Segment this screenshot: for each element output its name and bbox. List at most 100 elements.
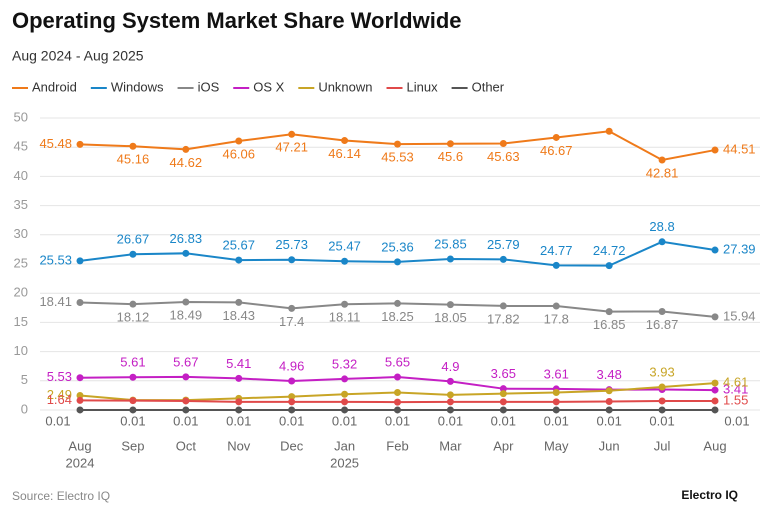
x-tick-label: May <box>544 438 569 453</box>
data-point <box>711 386 719 394</box>
data-point <box>235 398 243 406</box>
data-point <box>341 137 349 145</box>
data-label: 3.41 <box>723 382 748 397</box>
legend-label: Linux <box>407 79 439 94</box>
data-point <box>446 406 454 414</box>
data-point <box>235 137 243 145</box>
data-label: 25.36 <box>381 239 414 254</box>
data-point <box>446 255 454 263</box>
source: Source: Electro IQ <box>12 489 110 503</box>
data-label: 26.83 <box>170 231 203 246</box>
data-point <box>129 142 137 150</box>
x-tick-label: Aug <box>68 438 91 453</box>
data-label: 0.01 <box>279 413 304 428</box>
x-tick-label: Apr <box>493 438 514 453</box>
y-tick-label: 15 <box>14 314 28 329</box>
data-point <box>658 383 666 391</box>
data-label: 26.67 <box>117 232 150 247</box>
chart-title: Operating System Market Share Worldwide <box>12 8 462 33</box>
data-label: 27.39 <box>723 241 756 256</box>
data-point <box>129 250 137 258</box>
data-point <box>605 308 613 316</box>
data-point <box>341 300 349 308</box>
data-label: 45.63 <box>487 149 520 164</box>
data-point <box>341 257 349 265</box>
data-point <box>499 398 507 406</box>
data-label: 5.53 <box>47 369 72 384</box>
data-label: 47.21 <box>275 140 308 155</box>
legend-label: Unknown <box>318 79 372 94</box>
data-point <box>499 255 507 263</box>
data-point <box>129 373 137 381</box>
data-point <box>288 406 296 414</box>
data-point <box>446 391 454 399</box>
y-tick-label: 30 <box>14 226 28 241</box>
data-label: 25.85 <box>434 236 467 251</box>
data-point <box>658 397 666 405</box>
data-label: 3.61 <box>544 366 569 381</box>
data-point <box>288 130 296 138</box>
data-point <box>446 140 454 148</box>
data-point <box>394 373 401 381</box>
data-point <box>76 257 84 265</box>
data-label: 42.81 <box>646 165 679 180</box>
data-label: 0.01 <box>544 413 569 428</box>
data-label: 5.61 <box>120 355 145 370</box>
data-label: 0.01 <box>597 413 622 428</box>
data-point <box>129 397 137 405</box>
data-point <box>658 238 666 246</box>
x-year-label: 2024 <box>66 455 95 470</box>
data-point <box>394 140 401 148</box>
data-label: 18.41 <box>39 294 72 309</box>
data-point <box>605 406 613 414</box>
data-point <box>341 398 349 406</box>
data-label: 5.65 <box>385 354 410 369</box>
data-label: 5.32 <box>332 356 357 371</box>
data-point <box>235 406 243 414</box>
legend-label: OS X <box>253 79 284 94</box>
data-point <box>711 246 719 254</box>
data-label: 4.9 <box>441 359 459 374</box>
data-point <box>182 373 190 381</box>
data-point <box>76 406 84 414</box>
data-point <box>552 388 560 396</box>
data-point <box>235 374 243 382</box>
data-point <box>288 377 296 385</box>
y-tick-label: 25 <box>14 255 28 270</box>
data-label: 16.85 <box>593 317 626 332</box>
data-point <box>711 406 719 414</box>
data-label: 1.64 <box>47 392 72 407</box>
data-point <box>182 298 190 306</box>
data-point <box>499 406 507 414</box>
legend-label: iOS <box>198 79 220 94</box>
data-point <box>605 127 613 135</box>
data-label: 18.12 <box>117 310 150 325</box>
data-point <box>182 145 190 153</box>
data-point <box>288 304 296 312</box>
data-label: 4.61 <box>723 375 748 390</box>
legend-label: Windows <box>111 79 164 94</box>
data-point <box>605 398 613 406</box>
data-point <box>341 375 349 383</box>
x-tick-label: Jul <box>654 438 671 453</box>
x-tick-label: Oct <box>176 438 197 453</box>
data-label: 18.11 <box>329 310 361 325</box>
data-label: 17.4 <box>279 314 304 329</box>
data-label: 0.01 <box>226 413 251 428</box>
data-label: 25.47 <box>328 239 361 254</box>
data-label: 25.53 <box>39 252 72 267</box>
data-label: 45.6 <box>438 149 463 164</box>
data-label: 0.01 <box>385 413 410 428</box>
data-point <box>499 140 507 148</box>
data-point <box>499 302 507 310</box>
data-point <box>658 156 666 164</box>
data-label: 25.67 <box>222 238 255 253</box>
data-point <box>76 391 84 399</box>
data-label: 24.72 <box>593 243 626 258</box>
data-point <box>658 307 666 315</box>
data-label: 46.06 <box>222 146 255 161</box>
y-tick-label: 45 <box>14 139 28 154</box>
data-label: 17.8 <box>544 311 569 326</box>
data-point <box>394 406 401 414</box>
data-point <box>552 261 560 269</box>
